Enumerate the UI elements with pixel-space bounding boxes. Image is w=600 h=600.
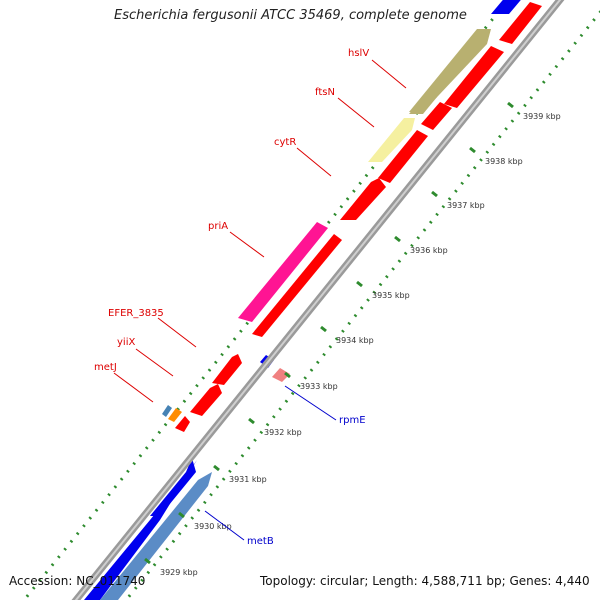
gene-label-hslv[interactable]: hslV bbox=[348, 48, 369, 59]
kbp-tick-label: 3937 kbp bbox=[447, 201, 485, 210]
gene-label-yiix[interactable]: yiiX bbox=[117, 337, 135, 348]
gene-leader-line bbox=[158, 318, 196, 347]
kbp-tick-label: 3929 kbp bbox=[160, 568, 198, 577]
gene-leader-line bbox=[136, 349, 173, 376]
gene-leader-line bbox=[114, 373, 153, 402]
kbp-tick-label: 3936 kbp bbox=[410, 246, 448, 255]
gene-leader-line bbox=[297, 148, 331, 176]
kbp-tick-label: 3939 kbp bbox=[523, 112, 561, 121]
gene-label-metb[interactable]: metB bbox=[247, 536, 274, 547]
kbp-tick-label: 3935 kbp bbox=[372, 291, 410, 300]
gene-feature-metJ[interactable] bbox=[175, 416, 190, 432]
genome-summary-text: Topology: circular; Length: 4,588,711 bp… bbox=[260, 574, 590, 588]
genome-map-canvas: 3939 kbp 3938 kbp 3937 kbp 3936 kbp 3935 kbp… bbox=[0, 0, 600, 600]
genome-map-viewer: 3939 kbp 3938 kbp 3937 kbp 3936 kbp 3935 kbp… bbox=[0, 0, 600, 600]
kbp-tick-label: 3933 kbp bbox=[300, 382, 338, 391]
gene-label-ftsn[interactable]: ftsN bbox=[315, 87, 335, 98]
kbp-tick-label: 3934 kbp bbox=[336, 336, 374, 345]
kbp-tick bbox=[432, 192, 437, 196]
gene-leader-line bbox=[285, 386, 336, 420]
kbp-tick bbox=[321, 327, 326, 331]
accession-text: Accession: NC_011740 bbox=[9, 574, 145, 588]
kbp-tick bbox=[470, 148, 475, 152]
gene-label-efer_3835[interactable]: EFER_3835 bbox=[108, 308, 164, 319]
gene-feature-EFER_3835[interactable] bbox=[212, 354, 242, 385]
kbp-tick bbox=[214, 466, 219, 470]
gene-leader-line bbox=[372, 60, 406, 88]
kbp-tick bbox=[357, 282, 362, 286]
gene-label-pria[interactable]: priA bbox=[208, 221, 228, 232]
genome-title: Escherichia fergusonii ATCC 35469, compl… bbox=[114, 8, 467, 23]
kbp-tick-label: 3938 kbp bbox=[485, 157, 523, 166]
gene-feature-teal-small[interactable] bbox=[162, 405, 172, 417]
gene-feature-yiiX[interactable] bbox=[190, 384, 222, 416]
gene-leader-line bbox=[338, 98, 374, 127]
kbp-tick-label: 3932 kbp bbox=[264, 428, 302, 437]
kbp-tick bbox=[249, 419, 254, 423]
kbp-tick bbox=[508, 103, 513, 107]
gene-label-metj[interactable]: metJ bbox=[94, 362, 117, 373]
gene-feature-blue-top[interactable] bbox=[491, 0, 525, 14]
gene-annotations: hslV ftsN cytR priA EFER_3835 yiiX metJ rpmE met… bbox=[94, 48, 406, 547]
gene-label-cytr[interactable]: cytR bbox=[274, 137, 296, 148]
kbp-labels: 3939 kbp 3938 kbp 3937 kbp 3936 kbp 3935 kbp… bbox=[160, 112, 561, 577]
kbp-tick-label: 3931 kbp bbox=[229, 475, 267, 484]
kbp-tick bbox=[395, 237, 400, 241]
gene-leader-line bbox=[230, 232, 264, 257]
gene-label-rpme[interactable]: rpmE bbox=[339, 415, 366, 426]
